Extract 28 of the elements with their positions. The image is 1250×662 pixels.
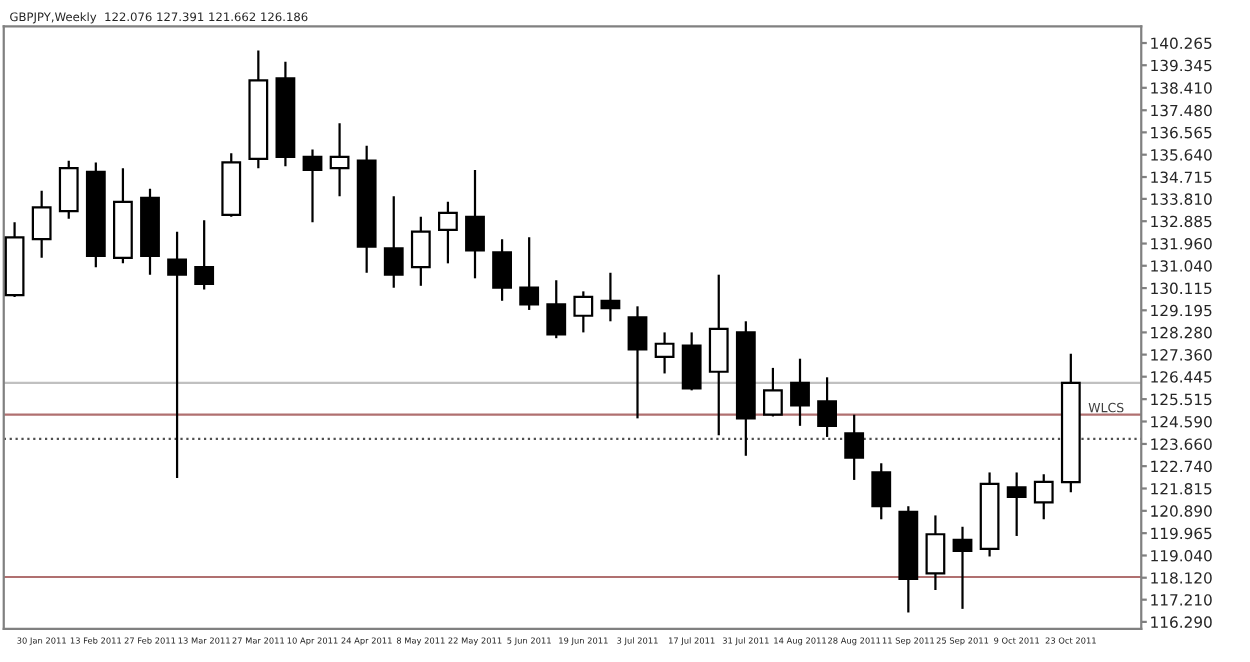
candlestick [465, 168, 485, 280]
candlestick [302, 148, 323, 224]
candlestick [546, 279, 567, 340]
candlestick [194, 219, 215, 291]
candlestick [1033, 473, 1054, 521]
candlestick [519, 236, 540, 312]
candlestick [681, 331, 702, 392]
candlestick [654, 331, 675, 375]
candlestick [844, 413, 865, 482]
candlestick [627, 305, 648, 420]
candlestick [329, 122, 350, 198]
candlestick [817, 376, 837, 439]
candlestick [600, 271, 621, 323]
candlestick [952, 525, 973, 610]
candlestick [438, 200, 458, 265]
candlestick [167, 230, 187, 480]
candlestick [790, 357, 810, 427]
candlestick [410, 215, 431, 287]
candlestick [383, 195, 404, 289]
candlestick [58, 159, 79, 220]
candlestick [1006, 471, 1027, 538]
candlestick [763, 366, 783, 418]
candlestick [573, 290, 594, 334]
candlestick [31, 189, 52, 259]
candlestick [871, 462, 892, 521]
candlestick [492, 238, 512, 302]
candlestick [925, 514, 946, 592]
candlestick [708, 273, 729, 437]
